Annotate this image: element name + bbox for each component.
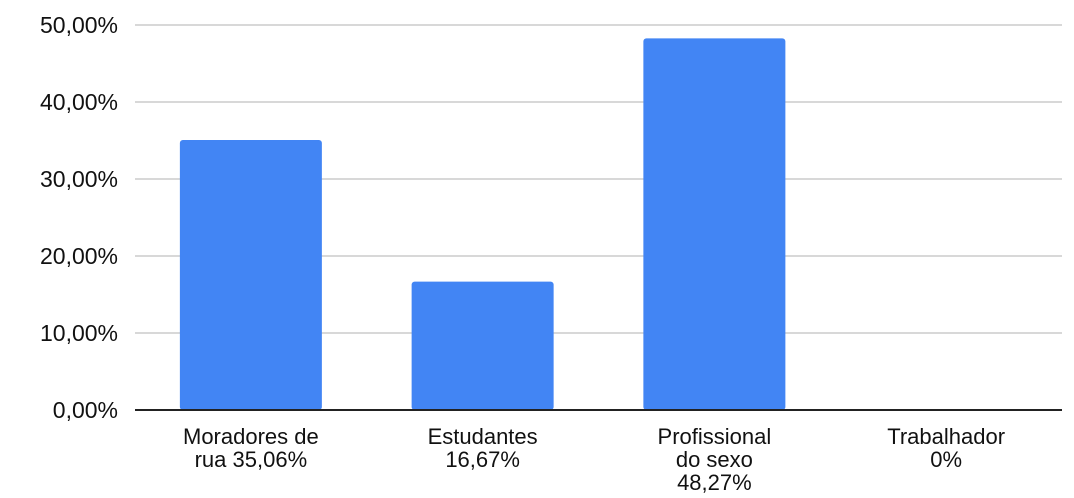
y-tick-label: 20,00%: [40, 243, 118, 269]
x-category-line: rua 35,06%: [195, 447, 308, 472]
y-tick-label: 40,00%: [40, 89, 118, 115]
x-category-label: Profissional do sexo 48,27%: [658, 424, 772, 495]
y-axis-ticks: 0,00% 10,00% 20,00% 30,00% 40,00% 50,00%: [40, 12, 118, 423]
bar: [179, 140, 322, 410]
bars: [179, 38, 786, 411]
x-category-label: Trabalhador 0%: [887, 424, 1005, 472]
bar: [411, 281, 554, 410]
x-category-line: do sexo: [676, 447, 753, 472]
x-category-line: Estudantes: [428, 424, 538, 449]
y-tick-label: 30,00%: [40, 166, 118, 192]
x-category-line: Trabalhador: [887, 424, 1005, 449]
x-category-label: Estudantes 16,67%: [428, 424, 538, 472]
y-tick-label: 10,00%: [40, 320, 118, 346]
x-category-line: Moradores de: [183, 424, 319, 449]
x-category-line: 16,67%: [445, 447, 520, 472]
y-tick-label: 50,00%: [40, 12, 118, 38]
x-category-line: 0%: [930, 447, 962, 472]
x-category-label: Moradores de rua 35,06%: [183, 424, 319, 472]
x-category-line: 48,27%: [677, 470, 752, 495]
x-axis-categories: Moradores de rua 35,06% Estudantes 16,67% Pr…: [183, 424, 1005, 495]
x-category-line: Profissional: [658, 424, 772, 449]
bar: [643, 38, 786, 411]
y-tick-label: 0,00%: [53, 397, 118, 423]
